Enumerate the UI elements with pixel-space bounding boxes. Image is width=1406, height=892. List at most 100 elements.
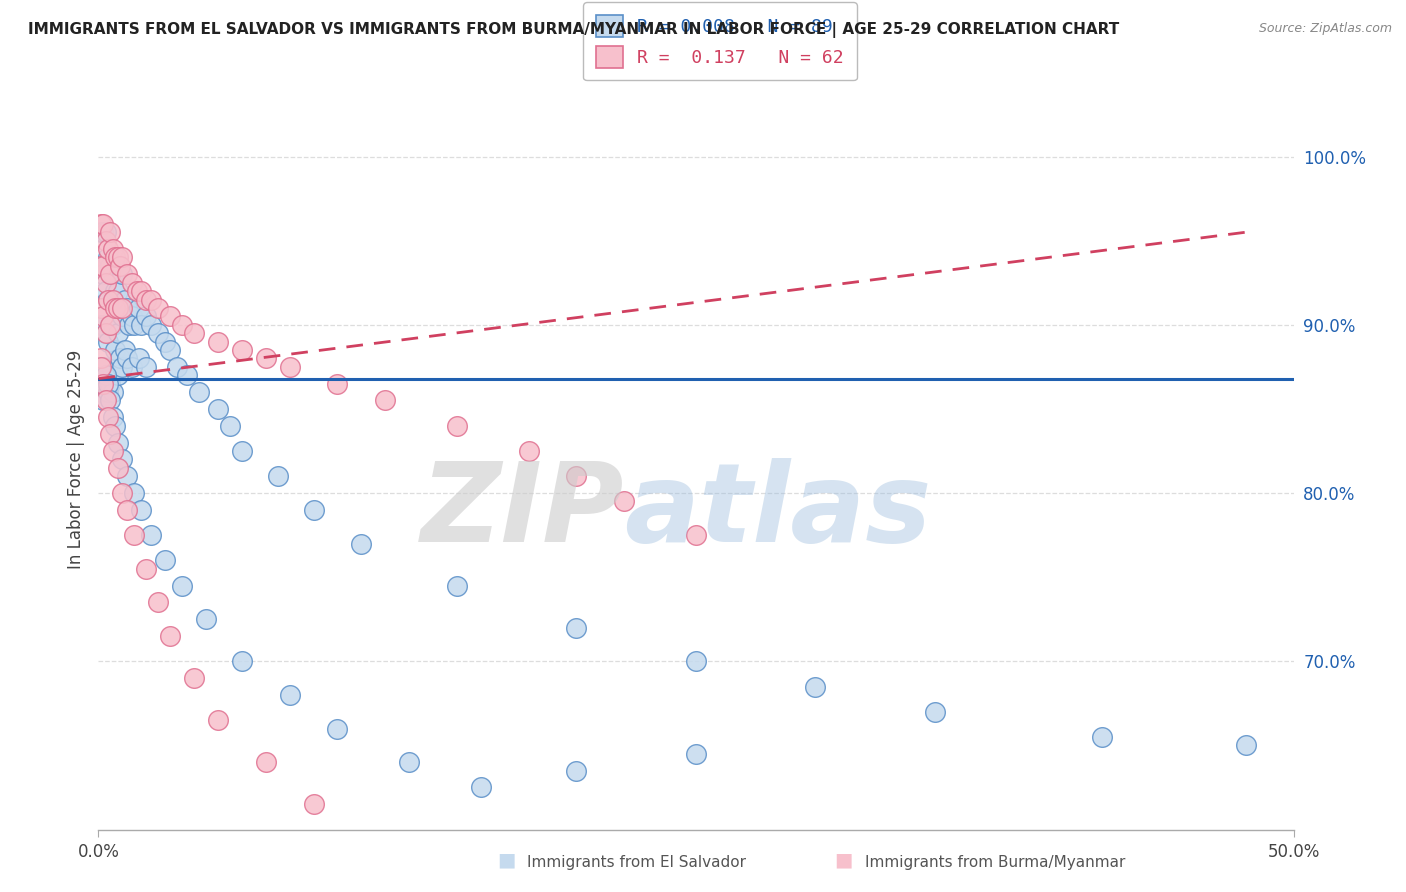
Point bbox=[155, 334, 177, 349]
Point bbox=[685, 654, 707, 668]
Point bbox=[94, 284, 117, 298]
Point bbox=[107, 326, 129, 341]
Text: Immigrants from El Salvador: Immigrants from El Salvador bbox=[527, 855, 747, 870]
Point bbox=[94, 368, 117, 383]
Point bbox=[101, 268, 124, 282]
Point bbox=[115, 351, 138, 366]
Point bbox=[135, 293, 157, 307]
Point bbox=[446, 418, 468, 433]
Point bbox=[98, 318, 122, 332]
Point bbox=[111, 301, 134, 315]
Point bbox=[104, 284, 127, 298]
Point bbox=[135, 310, 157, 324]
Point bbox=[131, 503, 153, 517]
Point bbox=[685, 747, 707, 761]
Point bbox=[90, 259, 112, 273]
Point bbox=[398, 756, 420, 770]
Point bbox=[91, 268, 114, 282]
Point bbox=[148, 301, 170, 315]
Point bbox=[98, 393, 122, 408]
Point bbox=[94, 368, 117, 383]
Point bbox=[124, 318, 146, 332]
Text: IMMIGRANTS FROM EL SALVADOR VS IMMIGRANTS FROM BURMA/MYANMAR IN LABOR FORCE | AG: IMMIGRANTS FROM EL SALVADOR VS IMMIGRANT… bbox=[28, 22, 1119, 38]
Point bbox=[278, 359, 301, 374]
Point bbox=[115, 503, 138, 517]
Point bbox=[97, 293, 120, 307]
Point bbox=[231, 654, 253, 668]
Point bbox=[207, 334, 229, 349]
Point bbox=[326, 376, 349, 391]
Point bbox=[254, 756, 277, 770]
Point bbox=[91, 310, 114, 324]
Point bbox=[90, 301, 112, 315]
Point bbox=[159, 343, 181, 357]
Point bbox=[254, 351, 277, 366]
Point bbox=[101, 385, 124, 400]
Point bbox=[90, 359, 112, 374]
Point bbox=[107, 460, 129, 475]
Point bbox=[98, 427, 122, 442]
Point bbox=[97, 385, 120, 400]
Point bbox=[131, 318, 153, 332]
Point bbox=[98, 268, 122, 282]
Point bbox=[302, 797, 325, 812]
Text: ZIP: ZIP bbox=[420, 458, 624, 565]
Point bbox=[101, 242, 124, 256]
Point bbox=[374, 839, 396, 854]
Point bbox=[91, 217, 114, 231]
Point bbox=[565, 621, 588, 635]
Point bbox=[139, 318, 162, 332]
Point bbox=[124, 528, 146, 542]
Point bbox=[207, 713, 229, 727]
Point bbox=[128, 351, 150, 366]
Point bbox=[111, 486, 134, 500]
Point bbox=[124, 486, 146, 500]
Point bbox=[104, 251, 127, 265]
Point bbox=[446, 578, 468, 592]
Point bbox=[101, 444, 124, 458]
Point bbox=[108, 259, 131, 273]
Point bbox=[91, 393, 114, 408]
Point bbox=[104, 301, 127, 315]
Point bbox=[231, 444, 253, 458]
Point bbox=[350, 536, 373, 550]
Point bbox=[121, 310, 143, 324]
Point bbox=[159, 629, 181, 643]
Point bbox=[107, 435, 129, 450]
Point bbox=[90, 351, 112, 366]
Point bbox=[97, 293, 120, 307]
Point bbox=[128, 301, 150, 315]
Point bbox=[97, 410, 120, 425]
Point bbox=[91, 318, 114, 332]
Point bbox=[187, 385, 209, 400]
Point bbox=[613, 494, 636, 508]
Point bbox=[231, 343, 253, 357]
Point bbox=[326, 722, 349, 736]
Text: Source: ZipAtlas.com: Source: ZipAtlas.com bbox=[1258, 22, 1392, 36]
Point bbox=[94, 326, 117, 341]
Point bbox=[90, 259, 112, 273]
Point bbox=[101, 293, 124, 307]
Point bbox=[135, 562, 157, 576]
Text: Immigrants from Burma/Myanmar: Immigrants from Burma/Myanmar bbox=[865, 855, 1125, 870]
Point bbox=[91, 376, 114, 391]
Point bbox=[183, 326, 205, 341]
Point bbox=[111, 268, 134, 282]
Point bbox=[302, 503, 325, 517]
Point bbox=[115, 268, 138, 282]
Text: ■: ■ bbox=[496, 851, 516, 870]
Point bbox=[98, 376, 122, 391]
Point bbox=[139, 293, 162, 307]
Point bbox=[115, 301, 138, 315]
Point bbox=[565, 469, 588, 483]
Point bbox=[90, 385, 112, 400]
Point bbox=[155, 553, 177, 567]
Point bbox=[111, 310, 134, 324]
Point bbox=[924, 705, 946, 719]
Point bbox=[1234, 739, 1257, 753]
Point bbox=[111, 359, 134, 374]
Point bbox=[97, 251, 120, 265]
Point bbox=[97, 376, 120, 391]
Point bbox=[470, 780, 492, 795]
Point bbox=[97, 242, 120, 256]
